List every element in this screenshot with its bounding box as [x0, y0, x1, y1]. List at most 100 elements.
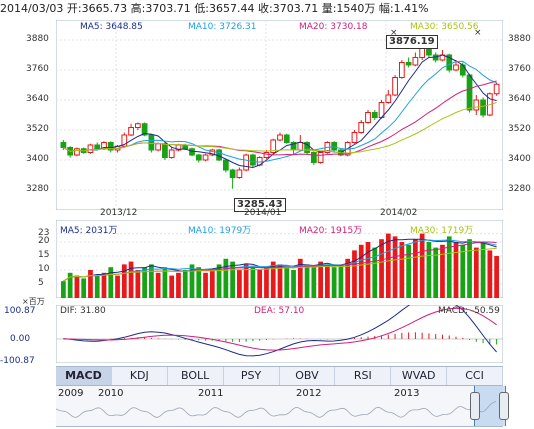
candle-body — [453, 64, 459, 71]
candle-body — [209, 149, 216, 156]
header-date: 2014/03/03 — [0, 2, 64, 15]
tab-kdj[interactable]: KDJ — [112, 367, 168, 385]
volume-bar — [379, 239, 384, 298]
volume-chart[interactable] — [56, 220, 503, 298]
volume-bar — [243, 264, 249, 298]
price-chart[interactable]: × × — [56, 20, 503, 210]
volume-bar — [433, 247, 439, 298]
volume-bar — [277, 264, 283, 298]
tab-boll[interactable]: BOLL — [168, 367, 224, 385]
ma30-line — [63, 102, 497, 154]
volume-bar — [209, 270, 215, 298]
candle-body — [162, 143, 168, 158]
volume-bar — [426, 242, 432, 298]
candle-body — [263, 152, 270, 158]
candle-body — [466, 74, 473, 111]
candle-body — [304, 142, 310, 153]
vol-ma5-line — [63, 238, 497, 282]
candle-body — [60, 142, 67, 148]
tab-obv[interactable]: OBV — [280, 367, 336, 385]
volume-bar — [460, 244, 466, 298]
volume-bar — [189, 264, 195, 298]
candle-body — [182, 144, 189, 150]
header-volume: 量:1540万 — [321, 2, 376, 15]
volume-bar — [284, 267, 290, 298]
tab-cci[interactable]: CCI — [447, 367, 503, 385]
candle-body — [310, 152, 317, 163]
candle-body — [459, 64, 466, 76]
volume-tick: 10 — [38, 264, 50, 274]
volume-bar — [480, 242, 486, 298]
navigator-handle-right[interactable] — [499, 392, 509, 420]
candle-body — [405, 62, 412, 66]
candle-body — [222, 159, 229, 171]
volume-bar — [162, 267, 168, 298]
volume-tick: 15 — [38, 250, 50, 260]
volume-bar — [385, 233, 391, 298]
volume-bar — [291, 270, 296, 298]
candle-body — [277, 134, 283, 141]
volume-bar — [440, 244, 445, 298]
volume-bar — [74, 275, 80, 298]
tab-macd[interactable]: MACD — [56, 367, 112, 385]
volume-bar — [318, 261, 323, 298]
candle-body — [398, 62, 405, 78]
candle-body — [250, 154, 256, 166]
volume-bar — [406, 244, 411, 298]
volume-bar — [325, 264, 330, 298]
indicator-tabs: MACD KDJ BOLL PSY OBV RSI WVAD CCI — [56, 366, 503, 386]
candle-body — [480, 99, 486, 116]
volume-bar — [352, 250, 357, 298]
header-open: 开:3665.73 — [66, 2, 128, 15]
date-label: 2014/01 — [244, 208, 282, 218]
volume-bar — [453, 242, 459, 298]
tab-wvad[interactable]: WVAD — [391, 367, 448, 385]
candle-body — [392, 77, 398, 96]
volume-bar — [270, 261, 276, 298]
volume-bar — [176, 272, 181, 298]
tab-rsi[interactable]: RSI — [335, 367, 392, 385]
volume-bar — [358, 244, 364, 298]
volume-bar — [257, 270, 263, 298]
volume-bar — [297, 258, 303, 298]
volume-bar — [135, 270, 141, 298]
ma30-legend: MA30: 3650.56 — [410, 22, 479, 32]
tab-psy[interactable]: PSY — [224, 367, 280, 385]
high-marker-icon: × — [390, 28, 398, 38]
ma10-line — [63, 60, 497, 163]
price-tick-left: 3280 — [26, 184, 49, 194]
volume-bar — [94, 275, 100, 298]
year-label: 2013 — [394, 388, 420, 399]
price-tick-right: 3760 — [508, 64, 531, 74]
candle-body — [473, 99, 480, 111]
candle-body — [74, 148, 80, 156]
navigator-handle-left[interactable] — [470, 392, 480, 420]
dif-line — [63, 305, 497, 357]
volume-tick: 23 — [38, 227, 50, 238]
candle-body — [87, 144, 94, 153]
candle-body — [351, 132, 358, 143]
volume-bar — [88, 270, 93, 298]
year-label: 2012 — [296, 388, 322, 399]
volume-bar — [230, 261, 235, 298]
volume-bar — [338, 264, 344, 298]
macd-chart[interactable] — [56, 305, 503, 363]
volume-bar — [196, 267, 202, 298]
dif-legend: DIF: 31.80 — [60, 306, 106, 316]
candle-body — [107, 142, 114, 151]
volume-bar — [223, 258, 229, 298]
candle-body — [331, 142, 338, 151]
candle-body — [446, 54, 453, 71]
candle-body — [493, 83, 500, 95]
volume-tick: 20 — [38, 236, 50, 246]
volume-bar — [304, 264, 310, 298]
candle-body — [385, 94, 392, 103]
timeline-navigator[interactable] — [55, 386, 509, 427]
volume-bar — [345, 258, 351, 298]
low-callout: 3285.43 — [234, 198, 286, 212]
year-label: 2009 — [58, 388, 84, 399]
dea-legend: DEA: 57.10 — [254, 306, 305, 316]
volume-bar — [473, 247, 479, 298]
candle-body — [94, 144, 101, 150]
candle-body — [168, 149, 175, 158]
